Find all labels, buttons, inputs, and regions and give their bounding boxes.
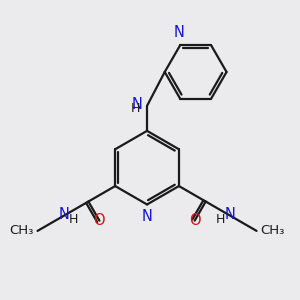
Text: CH₃: CH₃ [260,224,284,237]
Text: N: N [173,25,184,40]
Text: O: O [189,213,201,228]
Text: N: N [131,97,142,112]
Text: N: N [58,207,69,222]
Text: N: N [225,207,236,222]
Text: N: N [142,209,152,224]
Text: O: O [93,213,105,228]
Text: H: H [69,213,78,226]
Text: H: H [216,213,225,226]
Text: CH₃: CH₃ [10,224,34,237]
Text: H: H [131,102,141,115]
